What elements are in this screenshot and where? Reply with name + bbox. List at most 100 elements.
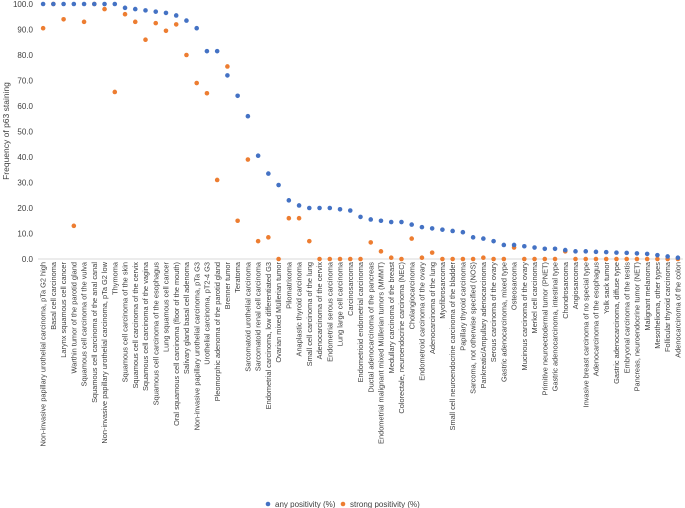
x-tick-label: Follicular thyroid carcinoma	[663, 261, 672, 352]
data-point-strong-positivity	[593, 256, 599, 262]
data-point-any-positivity	[552, 246, 558, 252]
data-point-strong-positivity	[286, 215, 292, 221]
x-tick-label: Embryonal carcinoma of the testis	[622, 262, 631, 374]
x-tick-label: Small cell carcinoma of the lung	[305, 262, 314, 366]
data-point-any-positivity	[583, 249, 589, 254]
x-tick-label: Sarcomatoid urothelial carcinoma	[243, 261, 252, 372]
data-point-strong-positivity	[173, 22, 179, 27]
x-tick-label: Angiosarcoma	[571, 261, 580, 309]
data-point-any-positivity	[450, 228, 455, 234]
data-point-any-positivity	[429, 226, 435, 231]
x-tick-label: Ductal adenocarcinoma of the pancreas	[366, 262, 375, 393]
data-point-strong-positivity	[655, 256, 660, 262]
x-tick-label: Squamous cell carcinoma of the esophagus	[151, 262, 160, 406]
data-point-any-positivity	[81, 1, 87, 7]
legend-label-strong-positivity: strong positivity (%)	[350, 500, 420, 508]
x-tick-label: Anaplastic thyroid carcinoma	[295, 261, 304, 356]
data-point-strong-positivity	[460, 256, 466, 262]
data-point-strong-positivity	[102, 6, 107, 12]
x-tick-label: Urothelial carcinoma, pT2-4 G3	[203, 262, 212, 365]
data-point-any-positivity	[276, 182, 281, 188]
data-point-any-positivity	[194, 25, 199, 31]
data-point-any-positivity	[40, 1, 46, 7]
data-point-strong-positivity	[522, 256, 527, 262]
data-point-strong-positivity	[153, 20, 159, 26]
data-point-strong-positivity	[552, 256, 558, 262]
x-tick-label: Non-invasive papillary urothelial carcin…	[39, 262, 48, 446]
data-point-strong-positivity	[388, 255, 394, 261]
data-point-any-positivity	[163, 10, 169, 16]
data-point-strong-positivity	[122, 11, 128, 17]
x-tick-label: Mucinous carcinoma of the ovary	[520, 262, 529, 371]
x-tick-label: Cholangiocarcinoma	[407, 261, 416, 329]
data-point-any-positivity	[378, 218, 384, 224]
x-tick-label: Colorectale, neuroendocrine carcinoma (N…	[397, 262, 406, 414]
data-point-any-positivity	[266, 171, 271, 176]
data-point-any-positivity	[132, 6, 138, 12]
data-point-strong-positivity	[429, 250, 435, 255]
x-tick-label: Endometrial serous carcinoma	[325, 261, 334, 362]
data-point-strong-positivity	[399, 256, 404, 262]
data-point-strong-positivity	[214, 177, 220, 183]
legend-label-any-positivity: any positivity (%)	[275, 500, 336, 508]
data-point-strong-positivity	[368, 240, 374, 245]
data-point-any-positivity	[307, 205, 312, 211]
data-point-strong-positivity	[235, 218, 240, 224]
data-point-any-positivity	[501, 242, 507, 248]
x-tick-label: Medullary carcinoma of the breast	[387, 262, 396, 373]
x-tick-label: Carcinosarcoma	[346, 261, 355, 316]
x-tick-label: Pleomorphic adenoma of the parotid gland	[213, 262, 222, 401]
data-point-strong-positivity	[634, 256, 640, 262]
x-tick-label: Thymoma	[110, 261, 119, 295]
data-point-strong-positivity	[491, 256, 496, 262]
data-point-any-positivity	[542, 246, 548, 252]
x-axis-labels: Non-invasive papillary urothelial carcin…	[39, 261, 683, 446]
x-tick-label: Merkel cell carcinoma	[530, 261, 539, 333]
x-tick-label: Primitive neuroectodermal tumor (PNET)	[540, 262, 549, 395]
data-point-any-positivity	[655, 252, 660, 258]
x-tick-label: Pancreas, neuroendocrine tumor (NET)	[633, 262, 642, 391]
y-tick-label: 50.0	[17, 128, 33, 137]
x-tick-label: Adenocarcinoma of the cervix	[315, 262, 324, 360]
x-tick-label: Adenocarcinoma of the colon	[673, 262, 682, 358]
data-point-any-positivity	[470, 235, 476, 240]
x-tick-label: Endometrioid endometrial carcinoma	[356, 261, 365, 382]
x-tick-label: Lung large cell carcinoma	[336, 261, 345, 346]
data-point-any-positivity	[143, 8, 148, 13]
series-strong-positivity	[40, 1, 681, 262]
legend-marker-strong-positivity	[340, 501, 346, 507]
data-point-strong-positivity	[532, 256, 537, 262]
x-tick-label: Papillary thyroid carcinoma	[458, 261, 467, 351]
data-point-strong-positivity	[358, 256, 363, 262]
x-tick-label: Sarcoma, not otherwise specified (NOS)	[469, 262, 478, 394]
data-point-strong-positivity	[81, 19, 87, 25]
data-point-any-positivity	[460, 229, 466, 235]
x-tick-label: Squamous cell carcinoma of the cervix	[131, 262, 140, 389]
x-tick-label: Endometrial malignant mixed Müllerian tu…	[377, 262, 386, 444]
data-point-strong-positivity	[276, 256, 281, 262]
x-tick-label: Warthin tumor of the parotid gland	[69, 262, 78, 373]
x-tick-label: Chondrosarcoma	[561, 261, 570, 319]
data-point-any-positivity	[388, 219, 394, 225]
x-tick-label: Pankreatic/Ampullary adenocarcinoma	[479, 261, 488, 388]
data-point-any-positivity	[337, 206, 343, 212]
y-axis-title: Frequency of p63 staining	[1, 82, 11, 180]
data-point-any-positivity	[296, 203, 302, 208]
data-point-any-positivity	[675, 255, 681, 261]
data-point-strong-positivity	[184, 52, 189, 58]
x-tick-label: Invasive breast carcinoma of no special …	[581, 262, 590, 407]
data-point-any-positivity	[593, 249, 599, 255]
data-point-any-positivity	[399, 219, 404, 225]
x-tick-label: Myofibrosarcoma	[438, 261, 447, 319]
data-point-strong-positivity	[378, 249, 384, 254]
data-point-any-positivity	[286, 198, 292, 203]
data-point-strong-positivity	[132, 19, 138, 25]
y-axis-ticks: 0.0 10.0 20.0 30.0 40.0 50.0 60.0 70.0 80.0 90.0 1…	[13, 0, 34, 264]
x-tick-label: Adenocarcinoma of the lung	[428, 262, 437, 354]
x-tick-label: Sarcomatoid renal cell carcinoma	[254, 261, 263, 371]
x-tick-label: Non-invasive papillary urothelial carcin…	[100, 261, 109, 443]
data-point-any-positivity	[532, 245, 537, 250]
data-point-strong-positivity	[71, 223, 77, 229]
data-point-any-positivity	[624, 250, 629, 256]
